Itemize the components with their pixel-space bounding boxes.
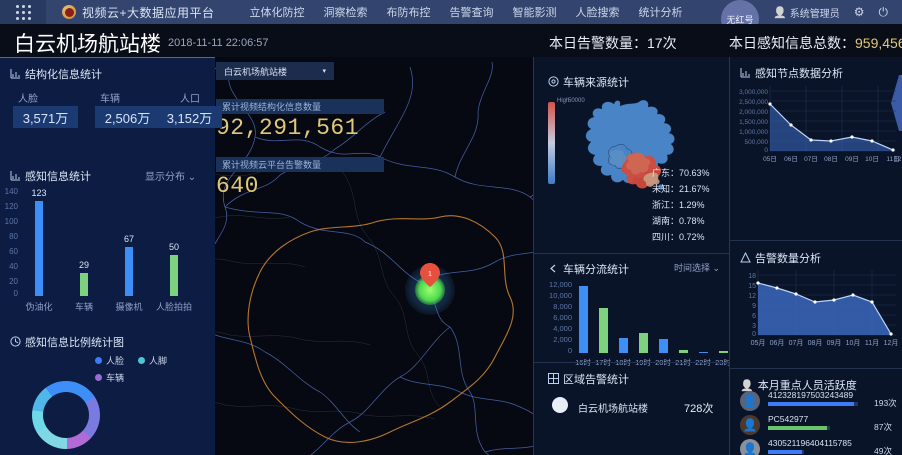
svg-text:12日: 12日 (894, 155, 901, 163)
svg-text:15: 15 (748, 283, 756, 290)
svg-text:伪油化: 伪油化 (25, 301, 52, 312)
svg-text:05日: 05日 (763, 155, 777, 163)
svg-text:29: 29 (79, 260, 89, 270)
svg-text:12月: 12月 (884, 339, 899, 347)
svg-text:1,500,000: 1,500,000 (739, 119, 768, 126)
svg-text:18: 18 (748, 273, 756, 280)
svg-text:10日: 10日 (865, 155, 879, 163)
svg-text:80: 80 (9, 232, 18, 241)
svg-text:08月: 08月 (808, 339, 823, 347)
svg-text:60: 60 (9, 247, 18, 256)
svg-text:11月: 11月 (865, 339, 879, 347)
svg-text:10,000: 10,000 (549, 291, 572, 300)
svg-text:摄像机: 摄像机 (115, 301, 142, 312)
svg-text:10月: 10月 (846, 339, 861, 347)
svg-text:120: 120 (5, 202, 19, 211)
svg-text:123: 123 (31, 188, 46, 198)
svg-text:2,000: 2,000 (553, 335, 572, 344)
svg-text:08日: 08日 (824, 155, 838, 163)
svg-text:07日: 07日 (804, 155, 818, 163)
svg-text:09月: 09月 (827, 339, 842, 347)
svg-text:6,000: 6,000 (553, 313, 572, 322)
svg-text:0: 0 (568, 346, 572, 355)
svg-text:50: 50 (169, 242, 179, 252)
svg-text:100: 100 (5, 217, 19, 226)
svg-text:20: 20 (9, 277, 18, 286)
svg-text:05月: 05月 (751, 339, 766, 347)
svg-text:2,500,000: 2,500,000 (739, 99, 768, 106)
svg-text:0: 0 (752, 331, 756, 338)
svg-text:06月: 06月 (770, 339, 785, 347)
svg-text:8,000: 8,000 (553, 302, 572, 311)
svg-text:140: 140 (5, 187, 19, 196)
svg-text:0: 0 (764, 147, 768, 154)
svg-text:车辆: 车辆 (75, 301, 93, 312)
svg-text:2,000,000: 2,000,000 (739, 109, 768, 116)
svg-text:12,000: 12,000 (549, 281, 572, 289)
svg-text:3: 3 (752, 323, 756, 330)
svg-text:0: 0 (14, 289, 19, 298)
svg-text:40: 40 (9, 262, 18, 271)
svg-text:67: 67 (124, 234, 134, 244)
svg-text:人脸拍拍: 人脸拍拍 (156, 301, 192, 312)
svg-text:4,000: 4,000 (553, 324, 572, 333)
svg-text:09日: 09日 (845, 155, 859, 163)
svg-text:06日: 06日 (784, 155, 798, 163)
svg-text:6: 6 (752, 313, 756, 320)
svg-text:07月: 07月 (789, 339, 804, 347)
svg-text:500,000: 500,000 (745, 139, 769, 146)
svg-text:12: 12 (748, 293, 756, 300)
svg-text:1,000,000: 1,000,000 (739, 129, 768, 136)
svg-text:9: 9 (752, 303, 756, 310)
svg-text:3,000,000: 3,000,000 (739, 89, 768, 96)
svg-text:1: 1 (428, 271, 432, 278)
